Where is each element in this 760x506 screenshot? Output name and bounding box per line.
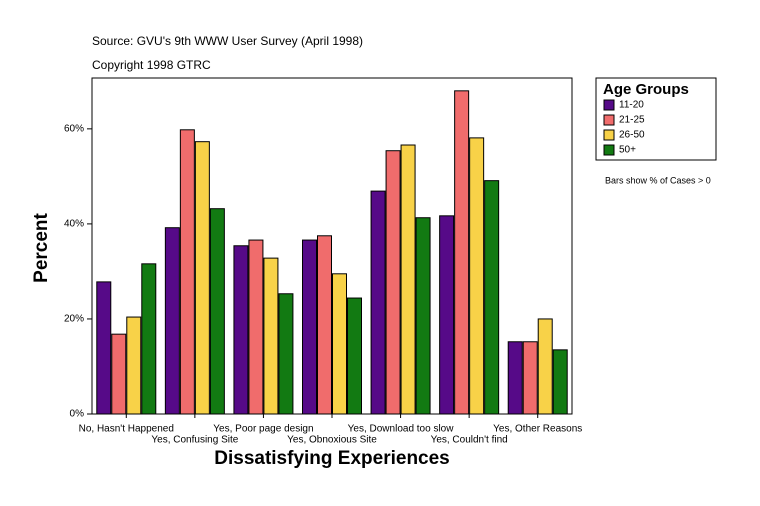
y-tick-label: 40% [64,219,84,230]
y-axis-title: Percent [31,212,52,282]
bar [126,316,142,415]
bar [317,235,332,415]
y-tick-label: 0% [70,409,85,420]
bar [522,341,538,415]
note: Bars show % of Cases > 0 [605,175,711,185]
bar [385,150,401,415]
legend-box [595,77,717,161]
bar [415,217,431,415]
bar [179,129,195,415]
legend-swatch [603,99,615,111]
copyright: Copyright 1998 GTRC [92,58,211,72]
bar [96,281,112,415]
bar [278,293,294,415]
bar [209,208,225,415]
bar [454,90,470,415]
y-tick-label: 60% [64,123,84,134]
bar [194,141,210,415]
bar [370,190,386,415]
bar [439,215,455,415]
bar [233,245,249,415]
legend-swatch [603,144,615,156]
legend-label: 21-25 [619,115,645,126]
bar [469,137,485,415]
legend-swatch [603,129,615,141]
bar [263,257,279,415]
bar [507,341,523,415]
x-tick-label: Yes, Other Reasons [493,424,582,435]
bar [248,239,264,415]
bar [400,144,416,415]
y-tick-label: 20% [64,314,84,325]
bar [552,349,568,415]
legend-label: 50+ [619,145,636,156]
bar [164,227,180,415]
x-tick-label: Yes, Couldn't find [431,435,508,446]
x-tick-label: Yes, Confusing Site [151,435,238,446]
legend-label: 26-50 [619,130,645,141]
bar [302,239,317,415]
bar [484,180,500,415]
bar [111,333,127,415]
source: Source: GVU's 9th WWW User Survey (April… [92,34,363,48]
legend-title: Age Groups [603,81,689,98]
bar [347,297,362,415]
legend-swatch [603,114,615,126]
x-tick-label: Yes, Download too slow [348,424,455,435]
x-tick-label: No, Hasn't Happened [79,424,174,435]
bar [537,318,553,415]
x-tick-label: Yes, Obnoxious Site [287,435,377,446]
x-axis-title: Dissatisfying Experiences [214,448,450,469]
bar [141,263,157,415]
bar [332,273,347,415]
x-tick-label: Yes, Poor page design [213,424,313,435]
legend-label: 11-20 [619,100,644,111]
